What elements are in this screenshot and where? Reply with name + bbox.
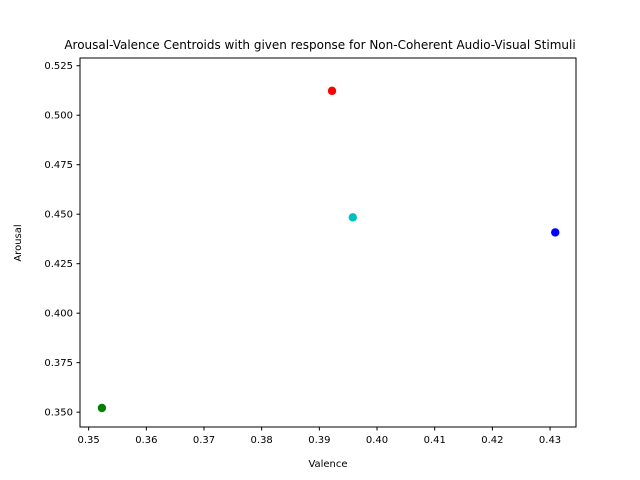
- y-tick-label: 0.400: [44, 309, 73, 320]
- x-tick-label: 0.41: [424, 435, 446, 446]
- data-points: [97, 86, 560, 413]
- x-tick-label: 0.37: [193, 435, 215, 446]
- x-tick-label: 0.40: [366, 435, 388, 446]
- y-axis-label: Arousal: [13, 224, 24, 261]
- x-tick-label: 0.36: [135, 435, 157, 446]
- x-tick-label: 0.39: [308, 435, 330, 446]
- y-axis: 0.350 0.375 0.400 0.425 0.450 0.475 0.500 0.525: [44, 61, 80, 419]
- chart-title: Arousal-Valence Centroids with given res…: [64, 38, 575, 52]
- x-tick-label: 0.38: [251, 435, 273, 446]
- data-point: [348, 213, 357, 222]
- x-axis-label: Valence: [308, 459, 347, 470]
- x-tick-label: 0.35: [78, 435, 100, 446]
- data-point: [551, 228, 560, 237]
- y-tick-label: 0.375: [44, 358, 73, 369]
- y-tick-label: 0.425: [44, 259, 73, 270]
- x-axis: 0.35 0.36 0.37 0.38 0.39 0.40 0.41 0.42 0.43: [78, 427, 561, 446]
- x-tick-label: 0.42: [481, 435, 503, 446]
- data-point: [97, 403, 107, 413]
- y-tick-label: 0.475: [44, 160, 73, 171]
- plot-area: [79, 57, 577, 428]
- y-tick-label: 0.500: [44, 111, 73, 122]
- y-tick-label: 0.450: [44, 210, 73, 221]
- data-point: [327, 86, 337, 96]
- y-tick-label: 0.350: [44, 408, 73, 419]
- x-tick-label: 0.43: [539, 435, 561, 446]
- y-tick-label: 0.525: [44, 61, 73, 72]
